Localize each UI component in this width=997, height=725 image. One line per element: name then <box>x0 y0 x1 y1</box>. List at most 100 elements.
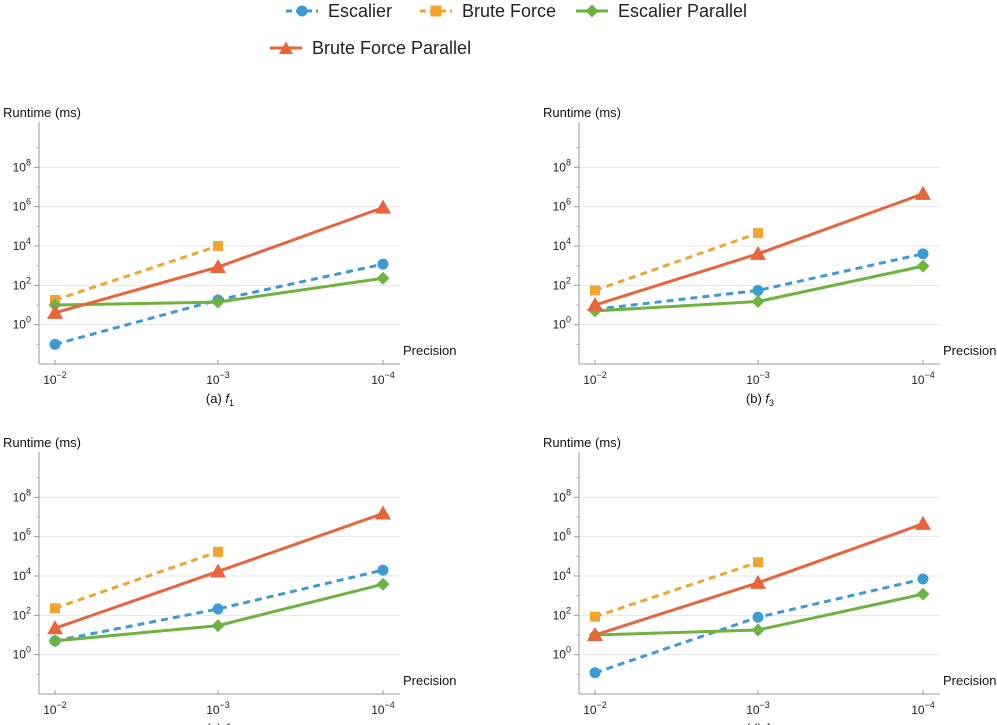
x-axis-label: Precision <box>403 673 456 688</box>
x-tick-label: 10−2 <box>583 370 607 387</box>
data-point-escalier <box>377 564 389 576</box>
data-point-escalier <box>752 611 764 623</box>
y-tick-label: 106 <box>13 197 31 214</box>
y-axis-label: Runtime (ms) <box>3 105 81 120</box>
data-point-escalier-parallel <box>376 577 390 591</box>
y-tick-label: 104 <box>553 236 571 253</box>
y-tick-label: 100 <box>13 645 31 662</box>
y-tick-label: 106 <box>13 527 31 544</box>
data-point-escalier <box>49 338 61 350</box>
series-line-brute-force <box>54 550 219 610</box>
x-tick-label: 10−4 <box>911 370 935 387</box>
chart-caption: (d) f7 <box>746 721 774 725</box>
chart-caption: (b) f3 <box>746 391 774 408</box>
data-point-escalier <box>377 258 389 270</box>
series-line-brute-force <box>54 244 219 302</box>
legend-item-escalier-parallel[interactable]: Escalier Parallel <box>574 0 747 26</box>
y-tick-label: 102 <box>13 605 31 622</box>
x-tick-label: 10−3 <box>746 370 770 387</box>
y-tick-label: 100 <box>553 645 571 662</box>
data-point-brute-force <box>753 557 763 568</box>
data-point-brute-force-parallel <box>47 304 63 319</box>
y-tick-label: 108 <box>13 487 31 504</box>
escalier-parallel-legend-swatch-icon <box>576 4 608 18</box>
y-tick-label: 100 <box>13 315 31 332</box>
chart-panel: 100 102 104 106 108 10−2 10−3 10−4 Runtime (ms) P… <box>543 105 996 408</box>
x-tick-label: 10−2 <box>43 700 67 717</box>
x-tick-label: 10−3 <box>206 370 230 387</box>
chart-caption: (c) f6 <box>206 721 233 725</box>
legend-item-escalier[interactable]: Escalier <box>284 0 392 26</box>
data-point-brute-force <box>213 546 223 557</box>
escalier-legend-swatch-icon <box>286 5 318 17</box>
legend-label: Brute Force <box>462 0 557 21</box>
x-axis-label: Precision <box>943 673 996 688</box>
y-tick-label: 100 <box>553 315 571 332</box>
data-point-brute-force-parallel <box>375 505 391 520</box>
legend-label: Escalier Parallel <box>618 0 748 21</box>
legend-item-brute-force[interactable]: Brute Force <box>418 0 556 26</box>
x-tick-label: 10−4 <box>371 370 395 387</box>
data-point-brute-force <box>590 285 600 296</box>
y-tick-label: 104 <box>553 566 571 583</box>
y-axis-label: Runtime (ms) <box>543 435 621 450</box>
data-point-brute-force-parallel <box>750 574 766 589</box>
x-axis-label: Precision <box>943 343 996 358</box>
data-point-escalier-parallel <box>751 623 765 637</box>
chart-panel: 100 102 104 106 108 10−2 10−3 10−4 Runtime (ms) P… <box>3 435 456 725</box>
x-tick-label: 10−4 <box>371 700 395 717</box>
data-point-escalier <box>589 667 601 679</box>
data-point-escalier <box>917 248 929 260</box>
data-point-brute-force-parallel <box>375 199 391 214</box>
y-tick-label: 106 <box>553 527 571 544</box>
legend-label: Escalier <box>328 0 393 21</box>
y-tick-label: 102 <box>553 275 571 292</box>
x-tick-label: 10−2 <box>43 370 67 387</box>
data-point-brute-force-parallel <box>47 620 63 635</box>
data-point-escalier <box>917 573 929 585</box>
chart-panel: 100 102 104 106 108 10−2 10−3 10−4 Runtime (ms) P… <box>543 435 996 725</box>
y-tick-label: 108 <box>553 487 571 504</box>
x-tick-label: 10−4 <box>911 700 935 717</box>
y-axis-label: Runtime (ms) <box>543 105 621 120</box>
data-point-brute-force <box>590 611 600 622</box>
y-tick-label: 108 <box>13 157 31 174</box>
data-point-escalier-parallel <box>916 259 930 273</box>
data-point-escalier-parallel <box>48 634 62 648</box>
data-point-escalier-parallel <box>376 271 390 285</box>
chart-caption: (a) f1 <box>206 391 234 408</box>
y-tick-label: 104 <box>13 236 31 253</box>
data-point-brute-force-parallel <box>915 185 931 200</box>
series-line-brute-force <box>594 560 759 619</box>
data-point-escalier-parallel <box>916 587 930 601</box>
data-point-brute-force-parallel <box>210 563 226 578</box>
legend-label: Brute Force Parallel <box>312 37 472 58</box>
data-point-brute-force-parallel <box>210 259 226 274</box>
legend-item-brute-force-parallel[interactable]: Brute Force Parallel <box>268 33 471 63</box>
chart-panel: 100 102 104 106 108 10−2 10−3 10−4 Runtime (ms) P… <box>3 105 456 408</box>
y-tick-label: 102 <box>13 275 31 292</box>
data-point-brute-force-parallel <box>587 627 603 641</box>
x-tick-label: 10−3 <box>206 700 230 717</box>
series-line-escalier <box>594 252 924 311</box>
brute-force-legend-swatch-icon <box>420 5 452 17</box>
data-point-escalier-parallel <box>211 619 225 633</box>
brute-force-parallel-legend-swatch-icon <box>270 41 302 54</box>
x-tick-label: 10−2 <box>583 700 607 717</box>
data-point-brute-force <box>50 603 60 614</box>
data-point-brute-force <box>753 228 763 239</box>
y-tick-label: 104 <box>13 566 31 583</box>
data-point-escalier-parallel <box>751 295 765 309</box>
y-tick-label: 108 <box>553 157 571 174</box>
y-tick-label: 102 <box>553 605 571 622</box>
series-line-escalier <box>54 568 384 643</box>
data-point-brute-force <box>213 241 223 251</box>
data-point-escalier-parallel <box>211 295 225 309</box>
x-axis-label: Precision <box>403 343 456 358</box>
data-point-brute-force-parallel <box>915 515 931 530</box>
legend: Escalier Brute Force Escalier Parallel B… <box>0 0 997 80</box>
series-line-brute-force <box>594 231 759 292</box>
data-point-escalier <box>212 603 224 615</box>
data-point-brute-force-parallel <box>587 297 603 311</box>
